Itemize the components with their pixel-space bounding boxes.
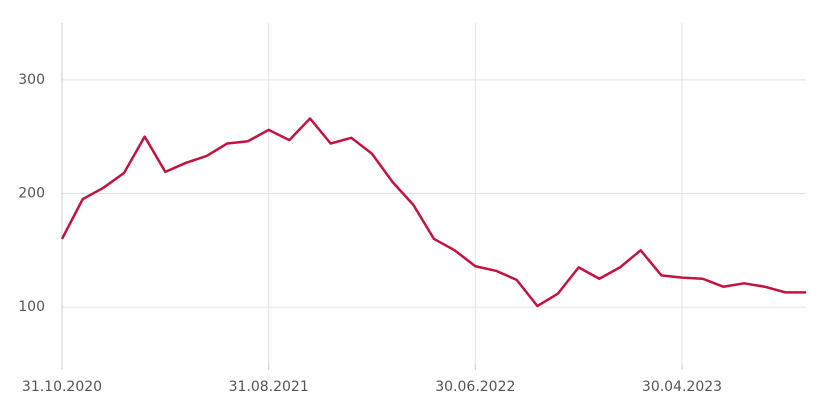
x-tick-label: 31.08.2021 (229, 379, 309, 395)
y-tick-label: 300 (18, 72, 45, 88)
y-tick-label: 200 (18, 186, 45, 202)
line (60, 117, 806, 308)
x-tick-label: 31.10.2020 (22, 379, 102, 395)
x-tick-label: 30.04.2023 (642, 379, 722, 395)
y-tick-label: 100 (18, 299, 45, 315)
x-tick-label: 30.06.2022 (435, 379, 515, 395)
